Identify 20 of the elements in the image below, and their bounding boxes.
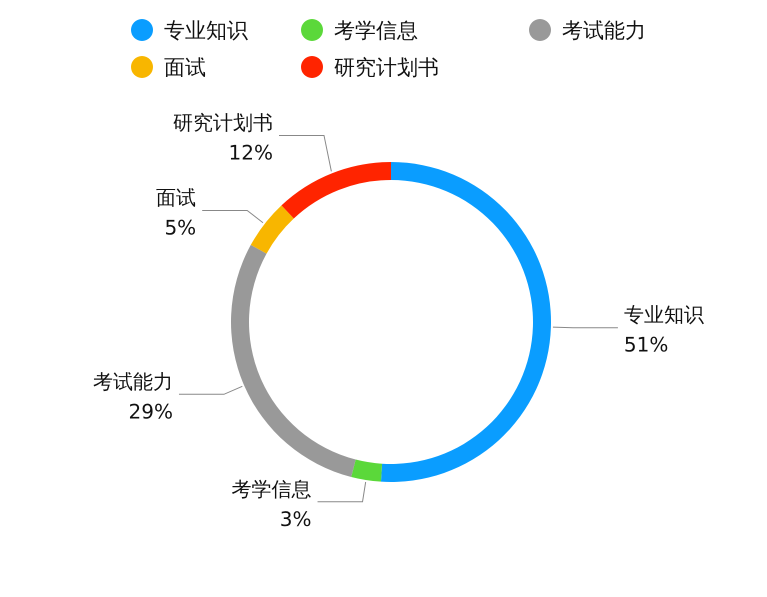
donut-slice: [250, 205, 294, 254]
data-label: 5%: [164, 215, 196, 240]
data-label: 3%: [280, 506, 312, 531]
legend-label: 面试: [164, 56, 206, 80]
donut-slice: [231, 244, 356, 477]
donut-slice: [380, 162, 551, 482]
donut-slice: [281, 162, 391, 218]
data-label: 29%: [128, 399, 173, 424]
legend-label: 考学信息: [334, 18, 418, 43]
slice-label: 考学信息: [232, 476, 312, 501]
legend-label: 专业知识: [164, 18, 248, 43]
data-label: 12%: [228, 140, 273, 164]
slice-label: 研究计划书: [173, 110, 273, 134]
slice-label: 专业知识: [624, 302, 704, 327]
slice-label: 面试: [156, 185, 196, 210]
legend-label: 考试能力: [562, 18, 646, 43]
legend-label: 研究计划书: [334, 56, 439, 80]
donut-slice: [351, 460, 382, 482]
data-label: 51%: [624, 332, 668, 357]
slice-label: 考试能力: [92, 369, 173, 394]
